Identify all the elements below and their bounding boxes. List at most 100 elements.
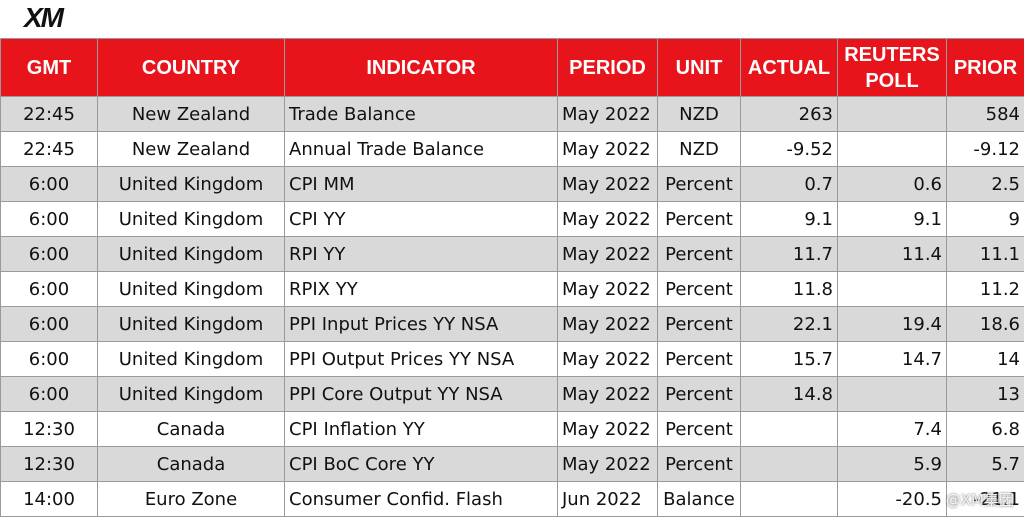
table-cell: May 2022 — [558, 272, 658, 307]
table-cell: May 2022 — [558, 167, 658, 202]
table-cell: 19.4 — [838, 307, 947, 342]
table-cell — [838, 97, 947, 132]
table-cell: 5.7 — [947, 447, 1024, 482]
table-cell: RPIX YY — [285, 272, 558, 307]
column-header: GMT — [1, 39, 98, 97]
table-cell: United Kingdom — [98, 377, 285, 412]
column-header: INDICATOR — [285, 39, 558, 97]
table-cell: United Kingdom — [98, 307, 285, 342]
table-cell: -9.52 — [741, 132, 838, 167]
table-cell: 6:00 — [1, 307, 98, 342]
table-cell: Jun 2022 — [558, 482, 658, 517]
table-cell: May 2022 — [558, 412, 658, 447]
table-cell: 7.4 — [838, 412, 947, 447]
table-cell: CPI YY — [285, 202, 558, 237]
table-cell: Percent — [658, 377, 741, 412]
table-cell: 6.8 — [947, 412, 1024, 447]
column-header: PERIOD — [558, 39, 658, 97]
table-cell: 22:45 — [1, 97, 98, 132]
table-cell: 9.1 — [741, 202, 838, 237]
table-cell: 6:00 — [1, 237, 98, 272]
table-cell — [741, 482, 838, 517]
table-cell: 22.1 — [741, 307, 838, 342]
table-cell: United Kingdom — [98, 272, 285, 307]
table-cell: 18.6 — [947, 307, 1024, 342]
table-cell: May 2022 — [558, 377, 658, 412]
table-cell — [838, 132, 947, 167]
table-cell — [741, 447, 838, 482]
table-cell: 12:30 — [1, 412, 98, 447]
table-cell: 14.7 — [838, 342, 947, 377]
table-cell: May 2022 — [558, 97, 658, 132]
watermark: @XM集团 — [946, 489, 1014, 510]
table-cell: 0.6 — [838, 167, 947, 202]
table-cell: 2.5 — [947, 167, 1024, 202]
table-cell: 584 — [947, 97, 1024, 132]
table-cell: 14 — [947, 342, 1024, 377]
table-cell: May 2022 — [558, 307, 658, 342]
table-cell: United Kingdom — [98, 167, 285, 202]
table-cell: Trade Balance — [285, 97, 558, 132]
column-header: REUTERS POLL — [838, 39, 947, 97]
table-cell: May 2022 — [558, 237, 658, 272]
table-cell: 11.4 — [838, 237, 947, 272]
table-cell: PPI Core Output YY NSA — [285, 377, 558, 412]
table-cell: 22:45 — [1, 132, 98, 167]
table-cell: 6:00 — [1, 342, 98, 377]
table-cell: May 2022 — [558, 342, 658, 377]
table-cell: 13 — [947, 377, 1024, 412]
table-cell: -9.12 — [947, 132, 1024, 167]
table-cell — [838, 377, 947, 412]
table-cell: RPI YY — [285, 237, 558, 272]
table-cell: 11.1 — [947, 237, 1024, 272]
table-cell: 6:00 — [1, 377, 98, 412]
table-cell: 263 — [741, 97, 838, 132]
table-cell: Canada — [98, 412, 285, 447]
table-cell: 11.8 — [741, 272, 838, 307]
table-cell: Percent — [658, 342, 741, 377]
table-cell: New Zealand — [98, 97, 285, 132]
table-cell: Percent — [658, 167, 741, 202]
table-cell: CPI MM — [285, 167, 558, 202]
table-cell: Percent — [658, 412, 741, 447]
table-cell: -20.5 — [838, 482, 947, 517]
table-cell: 0.7 — [741, 167, 838, 202]
table-cell: 6:00 — [1, 167, 98, 202]
table-cell: United Kingdom — [98, 202, 285, 237]
table-cell: New Zealand — [98, 132, 285, 167]
logo: XM — [24, 2, 62, 34]
table-cell: 9.1 — [838, 202, 947, 237]
table-cell: Percent — [658, 202, 741, 237]
table-cell: Consumer Confid. Flash — [285, 482, 558, 517]
table-cell — [741, 412, 838, 447]
table-cell: 11.7 — [741, 237, 838, 272]
table-cell: 11.2 — [947, 272, 1024, 307]
table-cell: May 2022 — [558, 447, 658, 482]
table-cell: Canada — [98, 447, 285, 482]
table-cell: 9 — [947, 202, 1024, 237]
table-cell: Euro Zone — [98, 482, 285, 517]
table-cell: CPI Inflation YY — [285, 412, 558, 447]
table-cell: United Kingdom — [98, 342, 285, 377]
table-cell: Annual Trade Balance — [285, 132, 558, 167]
column-header: PRIOR — [947, 39, 1024, 97]
table-cell: 15.7 — [741, 342, 838, 377]
table-cell: NZD — [658, 132, 741, 167]
table-cell: May 2022 — [558, 202, 658, 237]
table-cell — [838, 272, 947, 307]
column-header: ACTUAL — [741, 39, 838, 97]
table-cell: Percent — [658, 237, 741, 272]
table-cell: CPI BoC Core YY — [285, 447, 558, 482]
